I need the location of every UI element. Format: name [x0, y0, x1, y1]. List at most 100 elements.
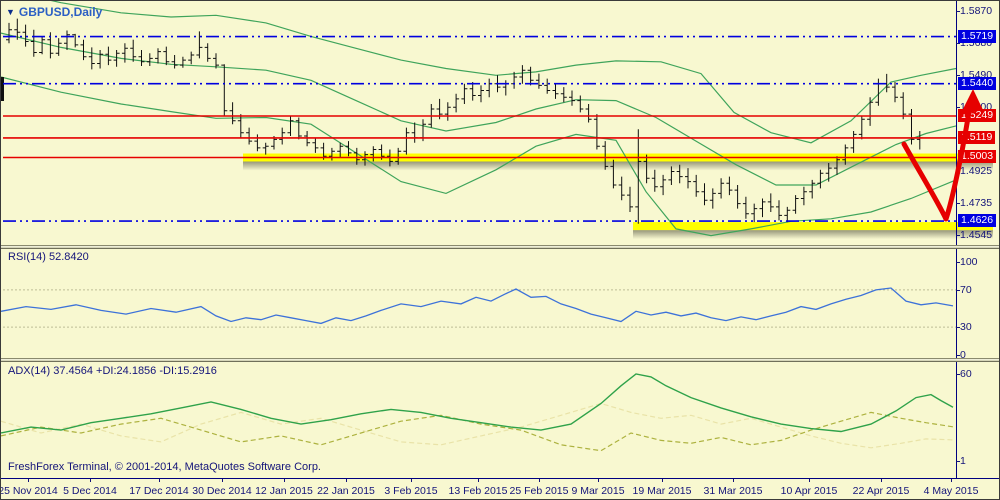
bollinger-upper-band: [50, 1, 957, 144]
rsi-plot: [1, 287, 956, 328]
scale-tick: [956, 461, 960, 462]
ohlc-bar: [97, 50, 104, 69]
ohlc-bar: [188, 51, 195, 65]
date-tick: [809, 479, 810, 482]
ohlc-bar: [709, 188, 716, 209]
date-tick: [951, 479, 952, 482]
panel-separator-rsi-adx[interactable]: [1, 358, 999, 362]
ohlc-bar: [411, 122, 418, 143]
date-label: 30 Dec 2014: [192, 485, 252, 497]
date-tick: [284, 479, 285, 482]
ohlc-bar: [312, 137, 319, 153]
ohlc-bar: [353, 147, 360, 165]
scale-tick: [956, 11, 960, 12]
bollinger-middle-band: [1, 32, 957, 186]
ohlc-bar: [14, 18, 21, 40]
ohlc-bar: [759, 198, 766, 218]
ohlc-bar: [726, 176, 733, 196]
ohlc-bar: [776, 200, 782, 221]
ohlc-bar: [370, 146, 377, 162]
ohlc-bar: [569, 90, 575, 106]
ohlc-bar: [643, 154, 650, 184]
price-level-flag: 1.4626: [958, 214, 997, 227]
ohlc-bar: [825, 163, 832, 182]
price-scale-label: 1.4545: [960, 229, 993, 241]
ohlc-bar: [345, 141, 352, 157]
ohlc-bar: [171, 55, 178, 69]
ohlc-bar: [602, 141, 609, 170]
ohlc-bar: [792, 195, 799, 214]
ohlc-bar: [784, 206, 791, 223]
ohlc-bar: [395, 147, 402, 165]
highlight-zone-shadow: [633, 230, 993, 240]
symbol-title-text: GBPUSD,Daily: [18, 5, 103, 19]
ohlc-bar: [22, 24, 29, 47]
date-tick: [222, 479, 223, 482]
date-tick: [159, 479, 160, 482]
ohlc-bar: [105, 46, 112, 66]
ohlc-bar: [552, 83, 559, 99]
ohlc-bar: [362, 151, 368, 166]
ohlc-bar: [213, 53, 219, 69]
price-scale-label: 1.4925: [960, 165, 993, 177]
ohlc-bar: [685, 168, 691, 189]
ohlc-bar: [237, 114, 244, 138]
date-label: 25 Nov 2014: [0, 485, 58, 497]
ohlc-bar: [560, 87, 567, 103]
adx-line: [1, 373, 954, 434]
ohlc-bar: [55, 38, 62, 56]
ohlc-bar: [900, 92, 907, 120]
ohlc-bar: [858, 115, 865, 140]
ohlc-bar: [254, 134, 261, 152]
date-label: 25 Feb 2015: [509, 485, 569, 497]
date-tick: [733, 479, 734, 482]
date-tick: [346, 479, 347, 482]
price-scale-separator[interactable]: [956, 1, 957, 478]
ohlc-bar: [478, 85, 484, 103]
ohlc-bar: [892, 82, 898, 103]
ohlc-bar: [627, 186, 633, 212]
ohlc-bar: [593, 114, 600, 150]
ohlc-bar: [64, 30, 70, 50]
ohlc-bar: [800, 186, 807, 206]
ohlc-bar: [279, 127, 286, 145]
ohlc-bar: [146, 53, 153, 66]
date-label: 3 Feb 2015: [384, 485, 438, 497]
price-scale-label: 1.4735: [960, 197, 993, 209]
date-tick: [90, 479, 91, 482]
terminal-footer-copyright: FreshForex Terminal, © 2001-2014, MetaQu…: [8, 461, 321, 473]
ohlc-bar: [196, 31, 203, 59]
date-tick: [881, 479, 882, 482]
ohlc-bar: [30, 29, 37, 57]
highlight-zones[interactable]: [243, 153, 993, 240]
date-tick: [539, 479, 540, 482]
adx-scale-label: 1: [960, 455, 966, 467]
ohlc-bar: [519, 65, 526, 84]
scale-tick: [956, 290, 960, 291]
ohlc-bar: [262, 142, 269, 155]
panel-separator-main-rsi[interactable]: [1, 245, 999, 249]
chart-plot-canvas[interactable]: [1, 1, 1000, 478]
symbol-title[interactable]: ▼ GBPUSD,Daily: [6, 5, 102, 19]
date-tick: [662, 479, 663, 482]
ohlc-bar: [834, 156, 840, 175]
ohlc-bar: [635, 129, 642, 224]
ohlc-bar: [469, 82, 476, 101]
plus-di-line: [1, 411, 954, 452]
ohlc-bar: [668, 166, 675, 185]
scale-tick: [956, 75, 960, 76]
date-tick: [411, 479, 412, 482]
ohlc-bar: [121, 43, 128, 63]
ohlc-bar: [867, 97, 874, 126]
edge-bar-fragment: [1, 77, 4, 101]
horizontal-level-lines[interactable]: [3, 35, 956, 222]
ohlc-bar: [585, 104, 592, 123]
ohlc-bar: [328, 147, 335, 161]
date-axis[interactable]: 25 Nov 2014 5 Dec 2014 17 Dec 2014 30 Dec 2…: [0, 478, 999, 499]
ohlc-bar: [138, 50, 145, 66]
ohlc-bar: [850, 131, 857, 153]
rsi-scale-label: 100: [960, 256, 978, 268]
date-label: 31 Mar 2015: [703, 485, 763, 497]
ohlc-bar: [767, 193, 774, 212]
